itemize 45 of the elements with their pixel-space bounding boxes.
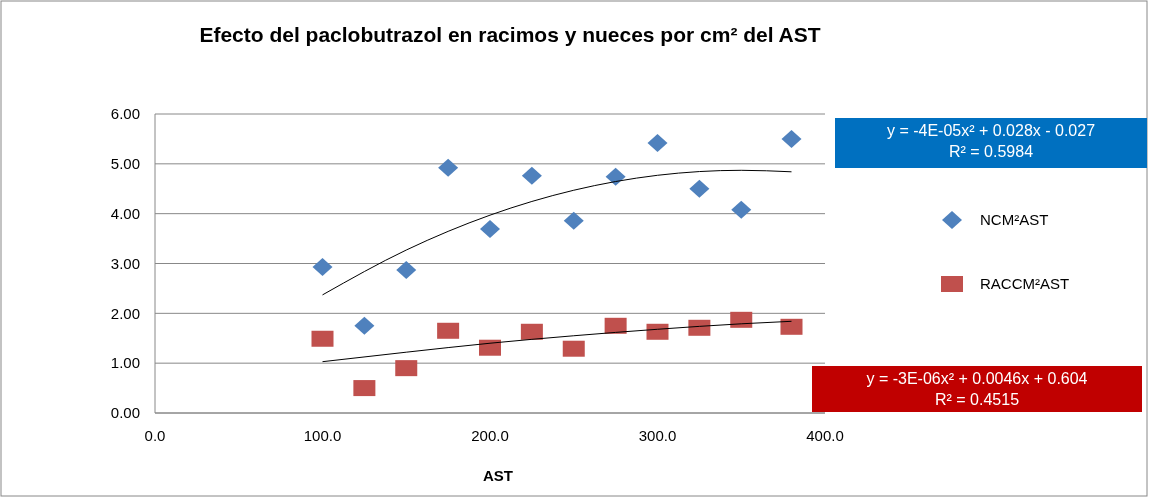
- x-tick-label: 300.0: [638, 427, 677, 444]
- point: [354, 316, 375, 335]
- point: [688, 319, 711, 336]
- point: [396, 260, 417, 279]
- y-tick-label: 2.00: [110, 304, 140, 322]
- y-tick-label: 4.00: [110, 204, 140, 222]
- chart-title: Efecto del paclobutrazol en racimos y nueces por cm² del AST: [199, 23, 821, 46]
- point: [689, 179, 710, 198]
- point: [311, 330, 334, 347]
- x-axis-title: AST: [483, 467, 513, 484]
- y-tick-label: 1.00: [110, 354, 140, 372]
- point: [480, 220, 500, 239]
- legend-label: NCM²AST: [980, 211, 1049, 229]
- y-tick-label: 0.00: [110, 404, 140, 422]
- text: y = -4E-05x² + 0.028x - 0.027: [886, 122, 1096, 139]
- point: [353, 380, 376, 397]
- point: [563, 211, 584, 230]
- y-tick-label: 3.00: [110, 254, 140, 272]
- point: [438, 158, 459, 177]
- point: [731, 200, 752, 219]
- point: [521, 166, 542, 185]
- x-tick-label: 400.0: [806, 427, 844, 444]
- y-tick-label: 5.00: [110, 155, 140, 173]
- y-tick-label: 6.00: [110, 105, 140, 123]
- line-series: [322, 169, 792, 296]
- point: [520, 323, 543, 340]
- text: y = -3E-06x² + 0.0046x + 0.604: [866, 370, 1088, 387]
- point: [604, 317, 627, 334]
- point: [730, 311, 753, 328]
- point: [647, 133, 668, 152]
- point: [646, 323, 669, 340]
- point: [780, 318, 803, 335]
- point: [395, 360, 418, 377]
- x-tick-label: 0.0: [144, 427, 166, 444]
- x-tick-label: 100.0: [303, 427, 342, 444]
- text: R² = 0.5984: [948, 143, 1034, 160]
- point: [312, 257, 333, 276]
- legend-label: RACCM²AST: [980, 275, 1070, 293]
- point: [605, 167, 626, 186]
- text: R² = 0.4515: [934, 391, 1020, 408]
- point: [437, 322, 460, 339]
- point: [562, 340, 585, 357]
- point: [479, 339, 501, 356]
- point: [781, 129, 802, 148]
- x-tick-label: 200.0: [471, 427, 509, 444]
